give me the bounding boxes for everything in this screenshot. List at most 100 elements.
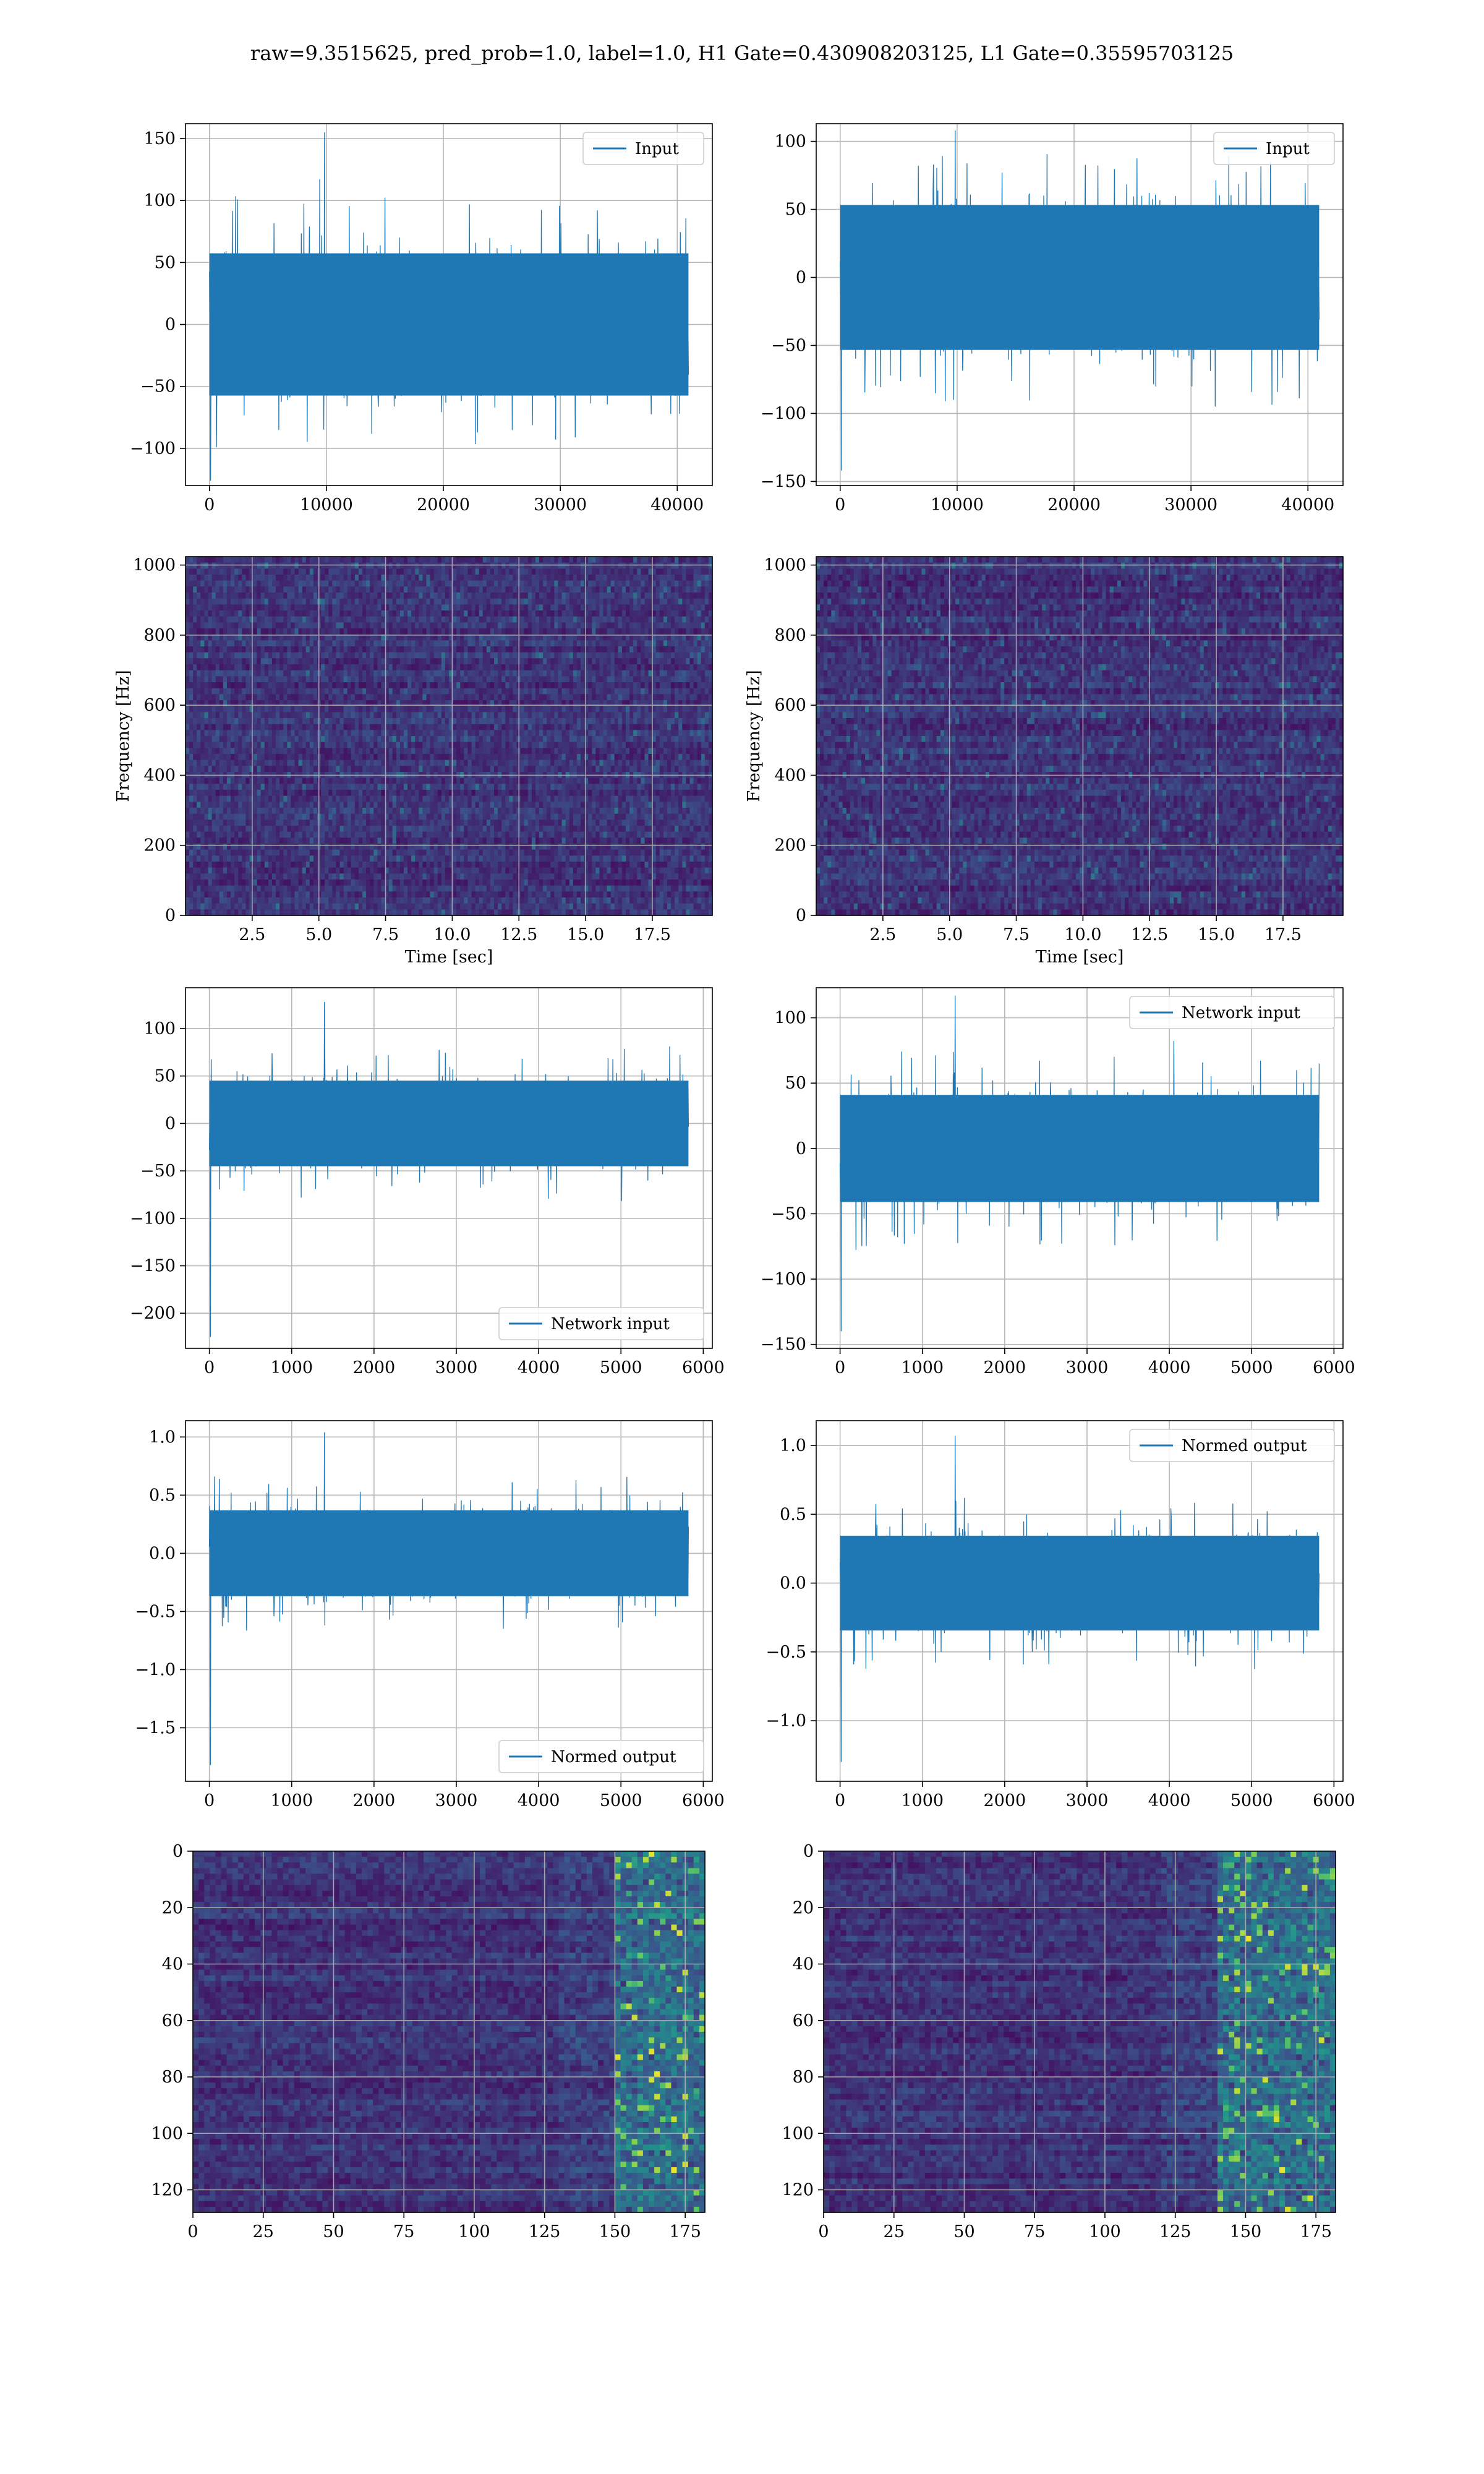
- heatmap-cell: [212, 676, 216, 682]
- heatmap-cell: [535, 724, 540, 730]
- heatmap-cell: [415, 742, 419, 748]
- heatmap-cell: [694, 730, 698, 736]
- heatmap-cell: [362, 658, 367, 664]
- heatmap-cell: [200, 682, 205, 688]
- heatmap-cell: [513, 670, 517, 677]
- heatmap-cell: [321, 563, 325, 569]
- heatmap-cell: [626, 563, 630, 569]
- heatmap-cell: [208, 658, 213, 664]
- heatmap-cell: [321, 718, 325, 724]
- heatmap-cell: [238, 724, 242, 730]
- heatmap-cell: [660, 718, 664, 724]
- heatmap-cell: [626, 617, 630, 623]
- heatmap-cell: [513, 557, 517, 563]
- heatmap-cell: [689, 653, 694, 659]
- heatmap-cell: [234, 724, 239, 730]
- heatmap-cell: [238, 610, 242, 617]
- heatmap-cell: [588, 712, 592, 718]
- heatmap-cell: [611, 610, 615, 617]
- heatmap-cell: [373, 604, 378, 610]
- heatmap-cell: [204, 676, 208, 682]
- heatmap-cell: [279, 688, 284, 695]
- heatmap-cell: [283, 628, 288, 635]
- heatmap-cell: [479, 760, 484, 766]
- heatmap-cell: [521, 664, 525, 670]
- heatmap-cell: [441, 760, 446, 766]
- heatmap-cell: [656, 581, 660, 587]
- heatmap-cell: [453, 599, 457, 605]
- heatmap-cell: [554, 670, 558, 677]
- heatmap-cell: [467, 586, 472, 593]
- heatmap-cell: [426, 748, 430, 754]
- heatmap-cell: [208, 628, 213, 635]
- heatmap-cell: [513, 748, 517, 754]
- heatmap-cell: [671, 617, 675, 623]
- heatmap-cell: [220, 593, 224, 599]
- heatmap-cell: [220, 748, 224, 754]
- heatmap-cell: [460, 748, 464, 754]
- heatmap-cell: [581, 622, 585, 628]
- heatmap-cell: [434, 581, 438, 587]
- heatmap-cell: [370, 748, 374, 754]
- heatmap-cell: [595, 706, 600, 713]
- heatmap-cell: [588, 676, 592, 682]
- heatmap-cell: [415, 610, 419, 617]
- heatmap-cell: [291, 622, 295, 628]
- heatmap-cell: [231, 712, 235, 718]
- heatmap-cell: [694, 706, 698, 713]
- heatmap-cell: [562, 622, 566, 628]
- heatmap-cell: [629, 575, 634, 581]
- heatmap-cell: [501, 575, 506, 581]
- heatmap-cell: [453, 736, 457, 742]
- heatmap-cell: [393, 575, 397, 581]
- heatmap-cell: [539, 593, 544, 599]
- heatmap-cell: [678, 658, 683, 664]
- heatmap-cell: [197, 748, 201, 754]
- heatmap-cell: [573, 610, 578, 617]
- heatmap-cell: [595, 760, 600, 766]
- heatmap-cell: [328, 742, 333, 748]
- heatmap-cell: [581, 688, 585, 695]
- heatmap-cell: [660, 599, 664, 605]
- heatmap-cell: [539, 628, 544, 635]
- heatmap-cell: [422, 706, 427, 713]
- heatmap-cell: [490, 760, 495, 766]
- heatmap-cell: [200, 664, 205, 670]
- heatmap-cell: [400, 706, 404, 713]
- heatmap-cell: [675, 730, 679, 736]
- heatmap-cell: [189, 694, 194, 700]
- heatmap-cell: [622, 664, 626, 670]
- heatmap-cell: [426, 736, 430, 742]
- heatmap-cell: [257, 724, 262, 730]
- heatmap-cell: [223, 676, 228, 682]
- heatmap-cell: [498, 586, 502, 593]
- heatmap-cell: [291, 682, 295, 688]
- heatmap-cell: [543, 640, 547, 646]
- heatmap-cell: [577, 712, 581, 718]
- heatmap-cell: [675, 653, 679, 659]
- heatmap-cell: [208, 754, 213, 760]
- heatmap-cell: [200, 610, 205, 617]
- heatmap-cell: [701, 658, 706, 664]
- heatmap-cell: [393, 670, 397, 677]
- heatmap-cell: [200, 628, 205, 635]
- heatmap-cell: [283, 604, 288, 610]
- heatmap-cell: [294, 575, 299, 581]
- heatmap-cell: [294, 724, 299, 730]
- heatmap-cell: [373, 586, 378, 593]
- heatmap-cell: [562, 653, 566, 659]
- heatmap-cell: [310, 754, 314, 760]
- heatmap-cell: [611, 622, 615, 628]
- heatmap-cell: [505, 748, 510, 754]
- heatmap-cell: [381, 712, 385, 718]
- heatmap-cell: [227, 586, 231, 593]
- heatmap-cell: [554, 730, 558, 736]
- heatmap-cell: [381, 604, 385, 610]
- heatmap-cell: [359, 742, 363, 748]
- heatmap-cell: [460, 593, 464, 599]
- heatmap-cell: [558, 706, 562, 713]
- heatmap-cell: [686, 682, 690, 688]
- heatmap-cell: [697, 706, 702, 713]
- heatmap-cell: [419, 568, 423, 575]
- heatmap-cell: [521, 640, 525, 646]
